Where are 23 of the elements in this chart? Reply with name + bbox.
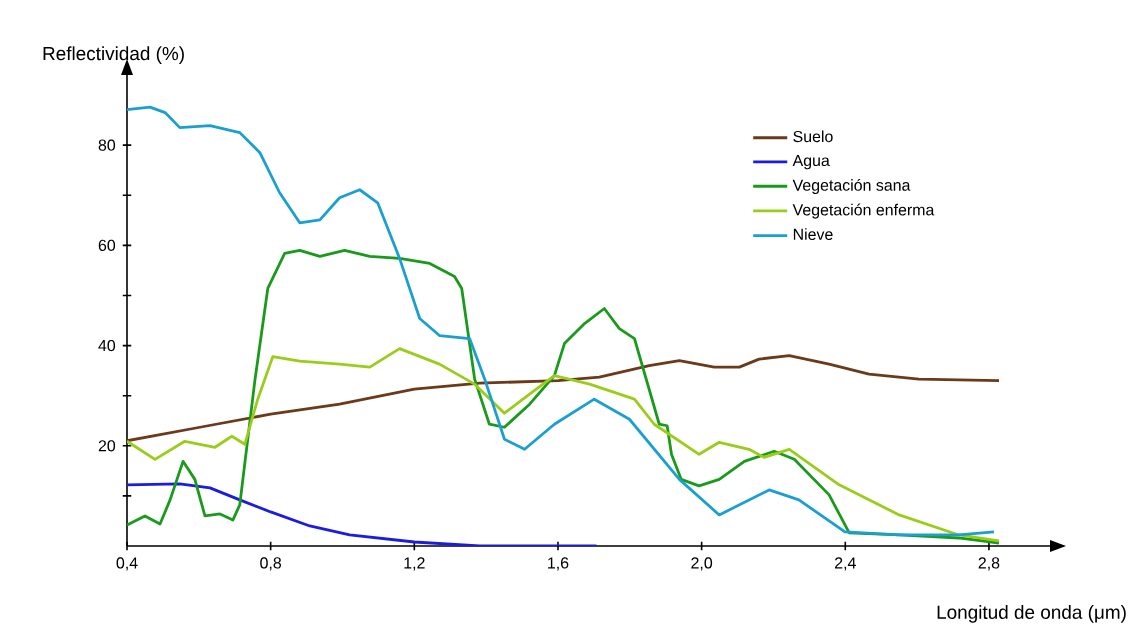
legend-label: Agua bbox=[792, 154, 830, 170]
x-tick-label: 0,4 bbox=[116, 557, 138, 571]
y-tick-label: 60 bbox=[98, 239, 116, 252]
x-tick-label: 2,8 bbox=[978, 557, 1000, 571]
y-tick-label: 20 bbox=[98, 440, 116, 452]
x-tick-label: 2,4 bbox=[835, 557, 856, 571]
line-series bbox=[127, 105, 996, 537]
line-series bbox=[127, 347, 1001, 543]
line-series bbox=[127, 354, 1001, 443]
legend-label: Vegetación sana bbox=[792, 178, 911, 194]
x-tick-label: 2,0 bbox=[691, 557, 713, 571]
y-tick-label: 40 bbox=[98, 339, 116, 352]
y-tick-label: 80 bbox=[98, 139, 116, 151]
legend-label: Vegetación enferma bbox=[792, 203, 935, 219]
y-axis-title: Reflectividad (%) bbox=[43, 46, 184, 64]
x-axis-title: Longitud de onda (μm) bbox=[937, 605, 1126, 623]
legend-label: Nieve bbox=[793, 228, 833, 240]
x-tick-label: 1,6 bbox=[548, 557, 569, 571]
legend-label: Suelo bbox=[793, 130, 833, 143]
line-series bbox=[127, 248, 1001, 545]
line-series bbox=[127, 482, 598, 546]
x-tick-label: 1,2 bbox=[404, 557, 425, 571]
x-tick-label: 0,8 bbox=[260, 557, 282, 571]
